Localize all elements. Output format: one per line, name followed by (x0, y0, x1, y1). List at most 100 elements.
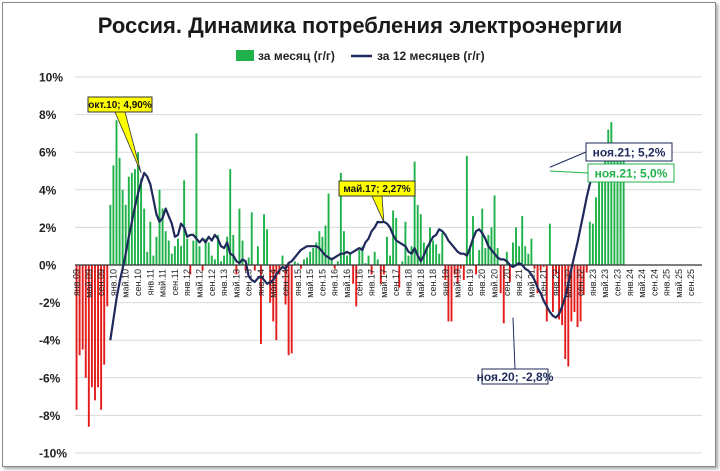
bar (309, 251, 312, 265)
callout-box (585, 142, 673, 162)
bar (259, 265, 262, 344)
bar (192, 240, 195, 265)
y-tick-label: 2% (39, 221, 57, 235)
bar (478, 249, 481, 265)
bar (389, 255, 391, 265)
x-tick-label: сен.11 (170, 269, 180, 295)
bar (349, 253, 352, 265)
y-tick-label: 8% (39, 108, 57, 122)
bar (591, 223, 594, 265)
bar (468, 246, 471, 265)
bar (112, 165, 115, 265)
bar (201, 265, 204, 271)
x-tick-label: янв.13 (219, 269, 229, 296)
bar (505, 251, 508, 265)
bar (315, 242, 318, 265)
bar (533, 265, 536, 269)
x-tick-label: май.11 (158, 269, 168, 297)
bar (198, 246, 201, 265)
bar (441, 233, 444, 265)
x-tick-label: сен.14 (281, 269, 291, 296)
legend-line-label: за 12 месяцев (г/г) (377, 49, 485, 63)
x-tick-label: янв.09 (72, 269, 82, 296)
bar (447, 265, 450, 322)
bar (299, 265, 302, 269)
chart-title: Россия. Динамика потребления электроэнер… (98, 13, 623, 38)
bar (398, 265, 401, 288)
bar (564, 265, 567, 359)
bar (539, 265, 542, 271)
bar (401, 261, 404, 265)
bar (432, 240, 435, 265)
bar (312, 248, 315, 265)
bar (595, 197, 597, 265)
bar (223, 255, 226, 265)
x-tick-label: янв.22 (551, 269, 561, 296)
bar (598, 165, 600, 265)
legend-bar-swatch (236, 50, 254, 61)
bar (355, 265, 358, 307)
x-tick-label: янв.14 (256, 269, 266, 296)
x-tick-label: сен.15 (317, 269, 327, 296)
bar (216, 234, 219, 265)
y-tick-label: 0% (39, 259, 57, 273)
bar (499, 265, 502, 294)
bar (284, 265, 287, 305)
bar (604, 148, 607, 265)
bar (127, 176, 130, 265)
bar (521, 216, 524, 265)
bar (238, 208, 241, 265)
bar (84, 265, 87, 378)
bar (253, 265, 256, 271)
bar (487, 234, 490, 265)
bar (386, 236, 388, 265)
bar (235, 265, 238, 275)
bar (616, 142, 619, 265)
bar (103, 265, 106, 365)
bar (133, 169, 136, 265)
bar (453, 265, 456, 275)
bar (266, 229, 269, 265)
x-tick-label: май.10 (121, 269, 131, 298)
x-tick-label: янв.17 (367, 269, 377, 296)
bar (585, 265, 588, 273)
x-tick-label: янв.12 (182, 269, 192, 296)
x-tick-label: сен.09 (96, 269, 106, 296)
x-tick-label: янв.18 (403, 269, 413, 296)
bar (275, 265, 278, 341)
bar (327, 193, 330, 265)
callout-box (87, 96, 153, 113)
bar (361, 246, 364, 265)
bar (462, 265, 465, 281)
bar (333, 265, 336, 269)
x-tick-label: сен.16 (354, 269, 364, 296)
bar (512, 242, 514, 265)
bar (173, 246, 176, 265)
bar (158, 189, 161, 265)
bar (339, 172, 342, 265)
bar (152, 255, 155, 265)
y-tick-label: 6% (39, 146, 57, 160)
bar (419, 214, 422, 265)
bar (429, 227, 431, 265)
callout-label: окт.10; 4,90% (88, 100, 152, 111)
x-tick-label: май.23 (600, 269, 610, 298)
bar (465, 155, 468, 265)
bar (404, 221, 407, 265)
callout-label: май.17; 2,27% (343, 184, 410, 195)
x-tick-label: май.12 (194, 269, 204, 298)
bar (622, 144, 625, 265)
x-tick-label: янв.15 (293, 269, 303, 296)
x-tick-label: сен.21 (539, 269, 549, 296)
bar (613, 142, 616, 265)
bar (376, 259, 379, 265)
line-series-12m (109, 166, 597, 341)
x-tick-label: май.21 (526, 269, 536, 298)
bar (306, 257, 309, 265)
bar (542, 265, 545, 267)
bar (392, 210, 395, 265)
bar (256, 246, 259, 265)
bar (379, 265, 382, 284)
bar (220, 261, 222, 265)
bar (358, 249, 361, 265)
